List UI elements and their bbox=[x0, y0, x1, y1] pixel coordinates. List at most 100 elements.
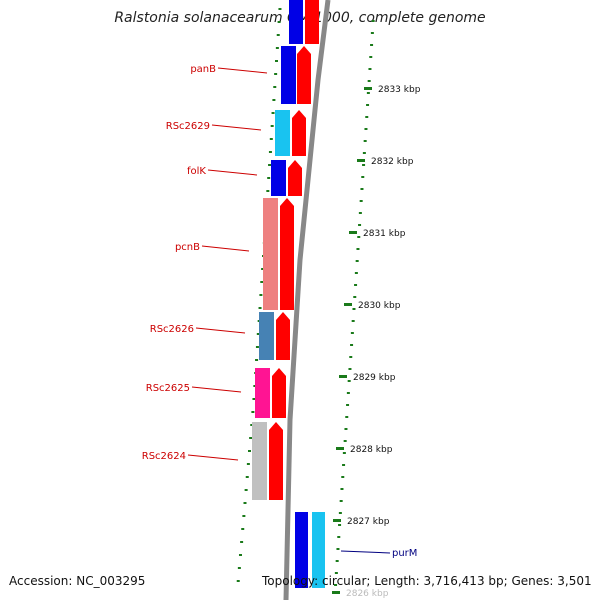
forward-cds-arrow[interactable] bbox=[292, 110, 306, 156]
tick-mark bbox=[236, 580, 240, 582]
tick-mark bbox=[334, 584, 338, 586]
tick-mark bbox=[337, 536, 341, 538]
tick-mark bbox=[345, 416, 349, 418]
label-leader-line bbox=[217, 67, 268, 74]
tick-mark bbox=[246, 463, 250, 465]
forward-cds-arrow[interactable] bbox=[288, 160, 302, 196]
label-leader-line bbox=[191, 386, 242, 393]
gene-features-right: purM bbox=[295, 512, 417, 588]
scale-major-tick bbox=[339, 375, 347, 378]
label-leader-line bbox=[187, 454, 239, 461]
tick-mark bbox=[271, 112, 275, 114]
tick-mark bbox=[350, 344, 354, 346]
partial-cds-top-blue bbox=[289, 0, 303, 44]
tick-mark bbox=[260, 281, 264, 283]
label-leader-line bbox=[207, 169, 258, 176]
label-leader-line bbox=[340, 550, 391, 554]
scale-tick-label: 2833 kbp bbox=[378, 85, 421, 95]
tick-mark bbox=[338, 524, 342, 526]
tick-mark bbox=[277, 21, 281, 23]
tick-mark bbox=[350, 332, 354, 334]
tick-mark bbox=[370, 32, 374, 34]
tick-mark bbox=[255, 359, 259, 361]
gene-block-rsc2629[interactable] bbox=[275, 110, 290, 156]
label-leader-line bbox=[201, 245, 250, 252]
tick-mark bbox=[278, 8, 282, 10]
gene-block-rsc2624[interactable] bbox=[252, 422, 267, 500]
tick-mark bbox=[360, 188, 364, 190]
tick-mark bbox=[244, 489, 248, 491]
scale-tick-label: 2831 kbp bbox=[363, 229, 406, 239]
gene-block-rsc2626[interactable] bbox=[259, 312, 274, 360]
tick-mark bbox=[275, 47, 279, 49]
scale-tick-label: 2829 kbp bbox=[353, 373, 396, 383]
gene-label-rsc2625[interactable]: RSc2625 bbox=[146, 383, 190, 394]
tick-mark bbox=[356, 248, 360, 250]
tick-mark bbox=[365, 116, 369, 118]
tick-mark bbox=[238, 554, 242, 556]
tick-mark bbox=[369, 56, 373, 58]
tick-mark bbox=[240, 541, 244, 543]
tick-mark bbox=[353, 296, 357, 298]
scale-tick-label: 2830 kbp bbox=[358, 301, 401, 311]
tick-mark bbox=[251, 411, 255, 413]
tick-mark bbox=[272, 99, 276, 101]
forward-cds-arrow[interactable] bbox=[297, 46, 311, 104]
scale-tick-label: 2832 kbp bbox=[371, 157, 414, 167]
gene-label-pcnb[interactable]: pcnB bbox=[175, 242, 200, 253]
tick-mark bbox=[366, 104, 370, 106]
scale-major-tick bbox=[349, 231, 357, 234]
label-leader-line bbox=[195, 327, 246, 334]
scale-major-tick bbox=[364, 87, 372, 90]
tick-mark bbox=[367, 80, 371, 82]
gene-label-rsc2629[interactable]: RSc2629 bbox=[166, 121, 210, 132]
tick-mark bbox=[359, 200, 363, 202]
genome-backbone bbox=[283, 0, 331, 600]
forward-cds-arrow[interactable] bbox=[280, 198, 294, 310]
forward-cds-arrow[interactable] bbox=[269, 422, 283, 500]
tick-mark bbox=[336, 548, 340, 550]
tick-mark bbox=[249, 437, 253, 439]
tick-mark bbox=[253, 385, 257, 387]
gene-block-purm[interactable] bbox=[295, 512, 308, 588]
gene-block-partner[interactable] bbox=[312, 512, 325, 588]
gene-label-rsc2626[interactable]: RSc2626 bbox=[150, 324, 194, 335]
tick-mark bbox=[266, 190, 270, 192]
tick-mark bbox=[268, 164, 272, 166]
tick-mark bbox=[346, 392, 350, 394]
scale-labels: 2833 kbp 2832 kbp 2831 kbp 2830 kbp 2829 kbp… bbox=[332, 85, 421, 599]
tick-mark bbox=[366, 92, 370, 94]
tick-mark bbox=[250, 424, 254, 426]
scale-tick-label: 2826 kbp bbox=[346, 589, 389, 599]
tick-mark bbox=[344, 428, 348, 430]
scale-tick-label: 2827 kbp bbox=[347, 517, 390, 527]
tick-mark bbox=[276, 34, 280, 36]
gene-block-rsc2625[interactable] bbox=[255, 368, 270, 418]
gene-label-panb[interactable]: panB bbox=[190, 64, 216, 75]
tick-mark bbox=[338, 512, 342, 514]
tick-mark bbox=[355, 260, 359, 262]
tick-mark bbox=[358, 212, 362, 214]
tick-mark bbox=[334, 572, 338, 574]
tick-mark bbox=[275, 60, 278, 62]
tick-mark bbox=[370, 44, 374, 46]
tick-mark bbox=[248, 450, 251, 452]
tick-mark bbox=[256, 333, 260, 335]
forward-cds-arrow[interactable] bbox=[276, 312, 290, 360]
gene-label-folk[interactable]: folK bbox=[187, 166, 206, 177]
gene-block-pcnb[interactable] bbox=[263, 198, 278, 310]
gene-block-panb[interactable] bbox=[281, 46, 296, 104]
forward-cds-arrow[interactable] bbox=[272, 368, 286, 418]
tick-mark bbox=[349, 356, 353, 358]
tick-mark bbox=[258, 307, 262, 309]
tick-mark bbox=[354, 272, 358, 274]
gene-label-purm[interactable]: purM bbox=[392, 548, 417, 559]
gene-block-folk[interactable] bbox=[271, 160, 286, 196]
tick-mark bbox=[352, 308, 356, 310]
gene-label-rsc2624[interactable]: RSc2624 bbox=[142, 451, 186, 462]
tick-mark bbox=[274, 73, 278, 75]
tick-mark bbox=[342, 452, 346, 454]
gene-features-left: panB RSc2629 folK pcnB RSc2626 RSc2625 RSc2624 bbox=[142, 46, 311, 500]
scale-major-tick bbox=[336, 447, 344, 450]
